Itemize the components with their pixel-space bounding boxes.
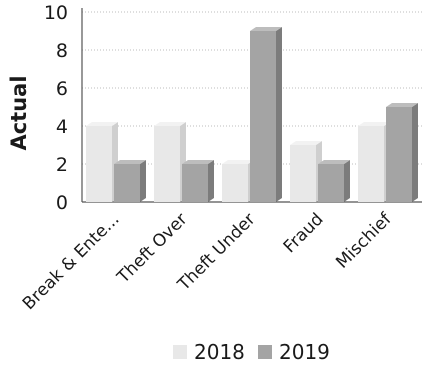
bar-top	[154, 122, 186, 126]
y-tick-label: 4	[56, 116, 68, 138]
y-tick-label: 6	[56, 78, 68, 100]
bar-top	[222, 160, 254, 164]
bar-2018-1	[154, 122, 186, 202]
bar-front	[182, 164, 208, 202]
y-tick-label: 0	[56, 192, 68, 214]
bar-side	[412, 103, 418, 202]
bar-front	[358, 126, 384, 202]
y-axis-label: Actual	[7, 75, 31, 150]
bar-front	[114, 164, 140, 202]
bar-front	[290, 145, 316, 202]
bar-top	[250, 27, 282, 31]
bar-front	[386, 107, 412, 202]
bar-2019-4	[386, 103, 418, 202]
bar-front	[154, 126, 180, 202]
legend: 2018 2019	[173, 340, 330, 364]
bar-front	[222, 164, 248, 202]
bar-side	[344, 160, 350, 202]
y-tick-labels: 0 2 4 6 8 10	[44, 2, 68, 214]
bar-side	[276, 27, 282, 202]
bar-top	[290, 141, 322, 145]
bar-2018-3	[290, 141, 322, 202]
bar-2018-0	[86, 122, 118, 202]
x-category-label: Mischief	[332, 209, 396, 273]
bar-front	[250, 31, 276, 202]
bar-side	[208, 160, 214, 202]
bar-2019-3	[318, 160, 350, 202]
y-tick-label: 10	[44, 2, 68, 24]
legend-swatch-2019	[258, 345, 272, 359]
bar-top	[386, 103, 418, 107]
bar-top	[358, 122, 390, 126]
bar-2019-1	[182, 160, 214, 202]
legend-swatch-2018	[173, 345, 187, 359]
legend-label-2019: 2019	[279, 340, 330, 364]
y-tick-label: 8	[56, 40, 68, 62]
bar-top	[318, 160, 350, 164]
bar-2019-2	[250, 27, 282, 202]
bar-top	[114, 160, 146, 164]
legend-label-2018: 2018	[194, 340, 245, 364]
bar-top	[86, 122, 118, 126]
bar-top	[182, 160, 214, 164]
x-category-label: Break & Ente...	[19, 209, 124, 314]
bar-2018-4	[358, 122, 390, 202]
x-category-label: Fraud	[280, 209, 328, 257]
bar-front	[318, 164, 344, 202]
bar-2019-0	[114, 160, 146, 202]
bar-2018-2	[222, 160, 254, 202]
y-tick-label: 2	[56, 154, 68, 176]
bar-front	[86, 126, 112, 202]
bar-side	[140, 160, 146, 202]
bars	[86, 27, 418, 202]
